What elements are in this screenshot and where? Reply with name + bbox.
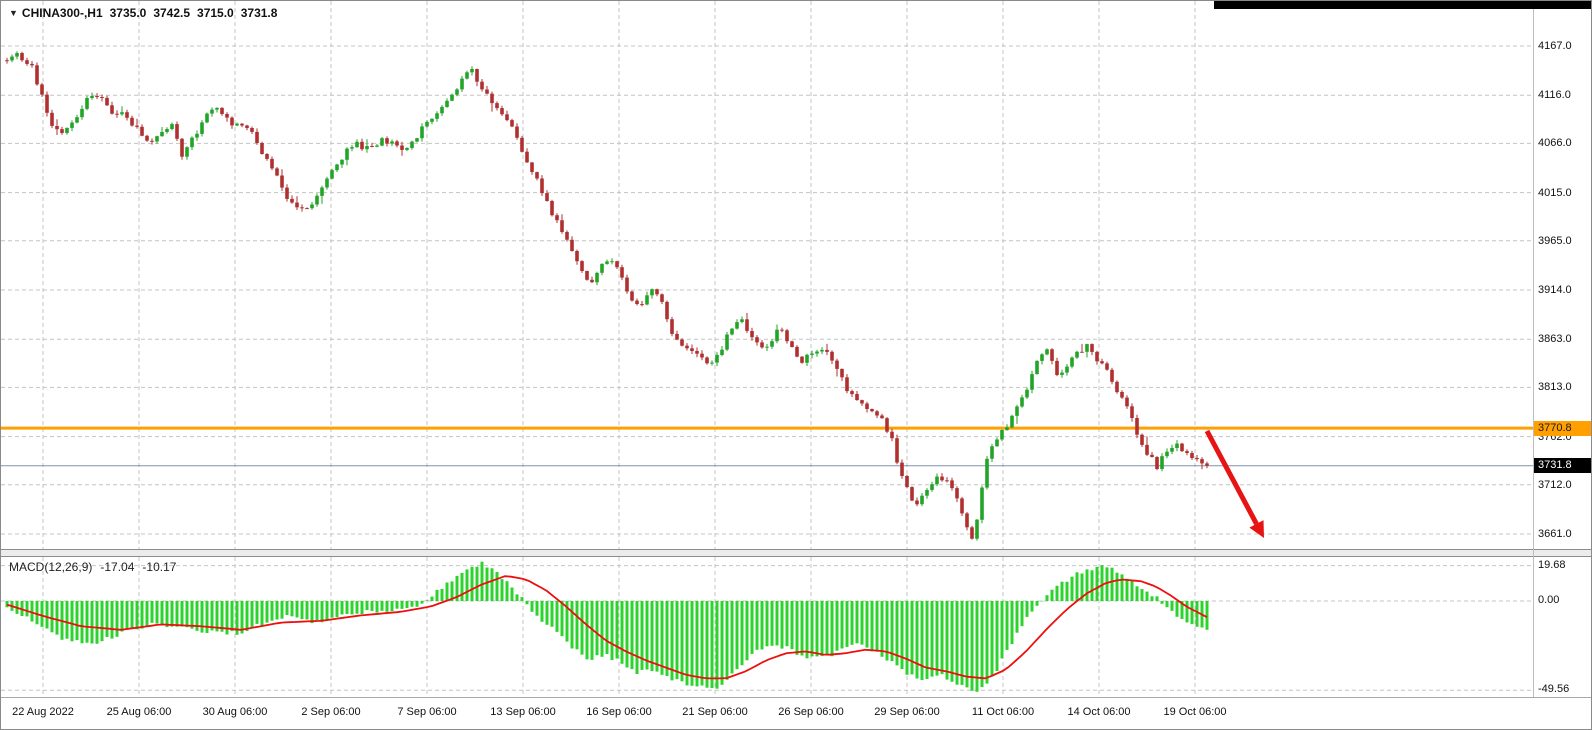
price-axis-label: 3712.0 bbox=[1538, 479, 1572, 491]
price-axis-label: 4116.0 bbox=[1538, 89, 1571, 101]
ohlc-open-value: 3735.0 bbox=[109, 6, 147, 20]
time-axis-label: 29 Sep 06:00 bbox=[874, 706, 940, 718]
indicator-axis-label: -49.56 bbox=[1538, 683, 1570, 695]
time-axis-label: 2 Sep 06:00 bbox=[301, 706, 361, 718]
price-chart-canvas[interactable] bbox=[1, 1, 1534, 549]
indicator-axis-label: 19.68 bbox=[1538, 559, 1566, 571]
price-axis-label: 3863.0 bbox=[1538, 333, 1572, 345]
price-axis-label: 3965.0 bbox=[1538, 235, 1572, 247]
macd-indicator-canvas[interactable] bbox=[1, 557, 1534, 697]
time-axis-divider bbox=[1, 697, 1591, 698]
hline-price-tag: 3770.8 bbox=[1534, 421, 1591, 436]
indicator-axis[interactable]: 19.68 0.00 -49.56 bbox=[1534, 557, 1591, 697]
trend-arrow-annotation[interactable] bbox=[1204, 429, 1264, 538]
macd-signal-value: -10.17 bbox=[142, 560, 177, 574]
ohlc-high-value: 3742.5 bbox=[153, 6, 191, 20]
last-price-tag: 3731.8 bbox=[1534, 458, 1591, 473]
time-axis[interactable]: 22 Aug 2022 25 Aug 06:00 30 Aug 06:00 2 Sep… bbox=[1, 699, 1591, 729]
time-axis-label: 22 Aug 2022 bbox=[12, 706, 74, 718]
symbol-dropdown-icon[interactable]: ▼ bbox=[9, 8, 18, 18]
price-axis-label: 4066.0 bbox=[1538, 137, 1572, 149]
window-top-border bbox=[1214, 1, 1591, 9]
chart-header: ▼ CHINA300-,H1 3735.0 3742.5 3715.0 3731.8 bbox=[9, 6, 277, 20]
time-axis-label: 19 Oct 06:00 bbox=[1163, 706, 1227, 718]
ohlc-low-value: 3715.0 bbox=[197, 6, 234, 20]
time-axis-label: 25 Aug 06:00 bbox=[106, 706, 172, 718]
time-axis-label: 26 Sep 06:00 bbox=[778, 706, 844, 718]
macd-indicator-header: MACD(12,26,9) -17.04 -10.17 bbox=[9, 560, 176, 574]
time-axis-label: 14 Oct 06:00 bbox=[1067, 706, 1131, 718]
macd-indicator-label: MACD(12,26,9) bbox=[9, 560, 93, 574]
time-axis-label: 13 Sep 06:00 bbox=[490, 706, 556, 718]
price-axis[interactable]: 4167.0 4116.0 4066.0 4015.0 3965.0 3914.0 3863… bbox=[1534, 1, 1591, 549]
price-axis-label: 4015.0 bbox=[1538, 187, 1572, 199]
price-axis-label: 3661.0 bbox=[1538, 528, 1572, 540]
indicator-axis-label: 0.00 bbox=[1538, 594, 1560, 606]
time-axis-label: 16 Sep 06:00 bbox=[586, 706, 652, 718]
time-axis-label: 11 Oct 06:00 bbox=[971, 706, 1035, 718]
ohlc-close-value: 3731.8 bbox=[240, 6, 278, 20]
time-axis-label: 21 Sep 06:00 bbox=[682, 706, 748, 718]
symbol-timeframe-label: CHINA300-,H1 bbox=[21, 6, 103, 20]
price-axis-label: 4167.0 bbox=[1538, 40, 1572, 52]
time-axis-label: 7 Sep 06:00 bbox=[397, 706, 457, 718]
price-axis-label: 3813.0 bbox=[1538, 381, 1572, 393]
price-axis-label: 3914.0 bbox=[1538, 284, 1572, 296]
time-axis-label: 30 Aug 06:00 bbox=[202, 706, 268, 718]
price-axis-divider bbox=[1533, 1, 1534, 697]
panel-separator[interactable] bbox=[1, 549, 1591, 557]
macd-main-value: -17.04 bbox=[100, 560, 135, 574]
